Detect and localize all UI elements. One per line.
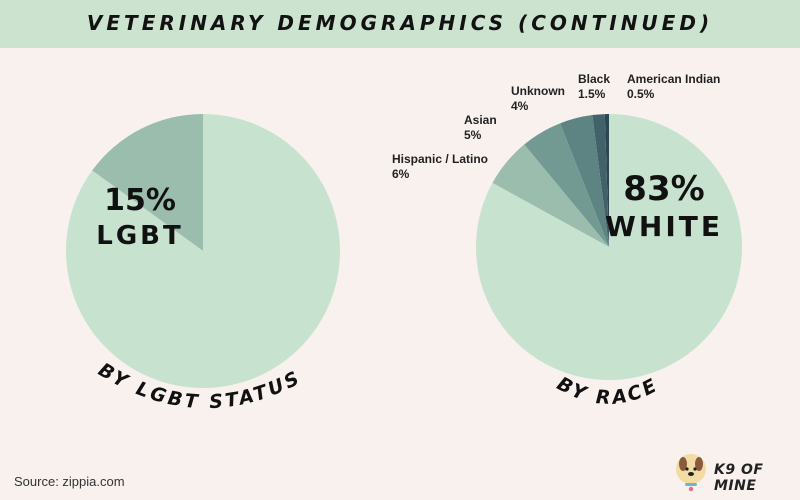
slice-value-asian: 5% (464, 128, 482, 142)
lgbt-center-text: LGBT (96, 221, 183, 251)
pie-chart-race (476, 114, 743, 380)
logo-text: K9 OF MINE (714, 462, 764, 494)
pie-slice-american-indian (604, 114, 609, 247)
slice-value-hispanic: 6% (392, 167, 410, 181)
pie-slice-black (592, 114, 609, 247)
lgbt-center-value: 15% (104, 183, 176, 218)
slice-label-asian: Asian (464, 113, 497, 127)
race-center-value: 83% (623, 169, 704, 209)
page-title: VETERINARY DEMOGRAPHICS (CONTINUED) (86, 11, 714, 35)
slice-value-american-indian: 0.5% (627, 87, 655, 101)
race-center-text: WHITE (605, 210, 723, 243)
pie-slice-white (476, 114, 743, 380)
source-text: Source: zippia.com (14, 474, 125, 489)
slice-value-black: 1.5% (578, 87, 606, 101)
brand-logo: K9 OF MINE (672, 452, 792, 494)
pie-slice-asian (524, 123, 609, 247)
slice-label-unknown: Unknown (511, 84, 565, 98)
header-bar (0, 0, 800, 48)
dog-face-icon (676, 454, 706, 492)
slice-label-black: Black (578, 72, 610, 86)
pie-chart-lgbt (66, 114, 340, 388)
pie-slice-unknown (560, 115, 609, 248)
slice-label-hispanic: Hispanic / Latino (392, 152, 488, 166)
pie-slice-lgbt (92, 114, 203, 251)
slice-value-unknown: 4% (511, 99, 529, 113)
pie-slice-other (66, 114, 340, 388)
pie-slice-hispanic-latino (492, 144, 609, 247)
slice-label-american-indian: American Indian (627, 72, 720, 86)
